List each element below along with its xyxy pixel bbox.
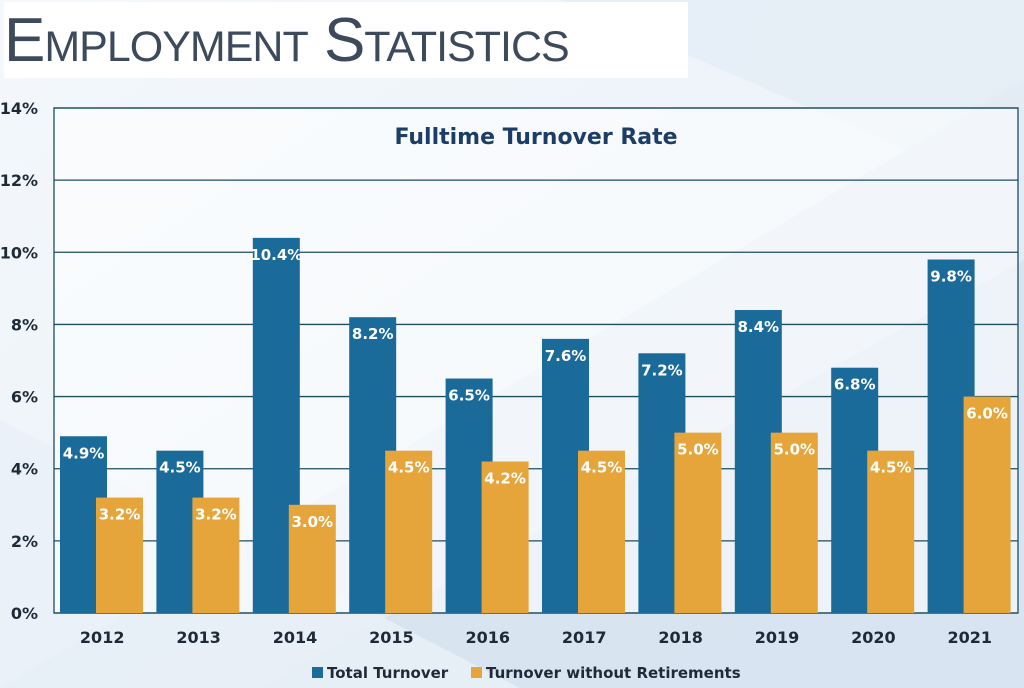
y-tick-label: 10% (0, 243, 38, 262)
data-label: 3.0% (291, 513, 333, 531)
x-tick-label: 2012 (80, 628, 125, 647)
data-label: 7.2% (641, 361, 683, 379)
data-label: 5.0% (773, 441, 815, 459)
x-tick-label: 2019 (755, 628, 800, 647)
x-tick-label: 2015 (369, 628, 414, 647)
y-tick-label: 0% (11, 604, 38, 623)
bar-without-retirements (481, 461, 529, 613)
data-label: 3.2% (99, 506, 141, 524)
bar-without-retirements (288, 504, 336, 613)
plot-frame (53, 107, 1019, 614)
bar-without-retirements (96, 497, 143, 613)
chart-title: Fulltime Turnover Rate (394, 125, 677, 150)
x-tick-label: 2021 (948, 628, 993, 647)
data-label: 10.4% (250, 246, 302, 264)
data-label: 5.0% (677, 441, 719, 459)
page-title-box: Employment Statistics (4, 2, 688, 78)
y-tick-label: 14% (0, 99, 38, 118)
bar-without-retirements (963, 396, 1011, 613)
data-label: 6.0% (966, 405, 1008, 423)
bar-without-retirements (192, 497, 240, 613)
data-label: 8.4% (737, 318, 779, 336)
bar-without-retirements (770, 432, 818, 613)
data-label: 4.5% (159, 459, 201, 477)
legend-swatch-total (312, 667, 323, 678)
bar-without-retirements (578, 450, 625, 613)
x-tick-label: 2016 (466, 628, 511, 647)
page-title: Employment Statistics (4, 6, 570, 75)
data-label: 7.6% (545, 347, 587, 365)
x-tick-label: 2013 (176, 628, 221, 647)
data-label: 6.5% (448, 387, 490, 405)
data-label: 4.5% (581, 459, 623, 477)
y-tick-label: 6% (11, 388, 38, 407)
data-label: 4.9% (63, 444, 105, 462)
data-label: 8.2% (352, 325, 394, 343)
data-label: 9.8% (930, 268, 972, 286)
data-label: 4.2% (484, 470, 526, 488)
y-tick-label: 2% (11, 532, 38, 551)
bar-without-retirements (385, 450, 433, 613)
x-tick-label: 2017 (562, 628, 607, 647)
data-label: 3.2% (195, 506, 237, 524)
x-tick-label: 2014 (273, 628, 318, 647)
y-tick-label: 4% (11, 460, 38, 479)
x-tick-label: 2018 (658, 628, 703, 647)
bar-without-retirements (867, 450, 915, 613)
data-label: 6.8% (834, 376, 876, 394)
data-label: 4.5% (870, 459, 912, 477)
x-tick-label: 2020 (851, 628, 896, 647)
legend-label: Turnover without Retirements (486, 664, 741, 682)
legend-label: Total Turnover (327, 664, 449, 682)
y-tick-label: 12% (0, 171, 38, 190)
data-label: 4.5% (388, 459, 430, 477)
bar-without-retirements (674, 432, 722, 613)
legend-swatch-without-retirements (471, 667, 482, 678)
y-tick-label: 8% (11, 315, 38, 334)
